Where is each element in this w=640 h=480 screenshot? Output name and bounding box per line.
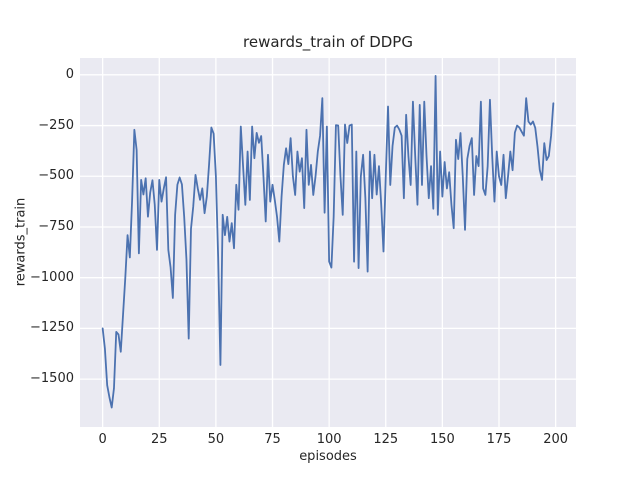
- x-axis-label: episodes: [299, 449, 357, 464]
- y-tick-label: −250: [38, 117, 74, 133]
- data-line: [101, 74, 555, 409]
- rewards-train-line-series: [101, 74, 555, 409]
- y-tick-label: −1000: [30, 269, 74, 285]
- x-tick-label: 200: [543, 432, 569, 447]
- gridlines: [80, 58, 576, 427]
- x-tick-label: 150: [429, 432, 455, 447]
- x-tick-label: 125: [373, 432, 399, 447]
- x-tick-label: 175: [486, 432, 512, 447]
- x-tick-label: 0: [98, 432, 107, 447]
- chart-title: rewards_train of DDPG: [243, 33, 413, 51]
- y-tick-label: −500: [38, 168, 74, 184]
- x-tick-label: 25: [150, 432, 168, 447]
- x-tick-label: 100: [316, 432, 342, 447]
- y-tick-label: 0: [65, 66, 74, 82]
- y-tick-label: −1500: [30, 371, 74, 387]
- x-tick-label: 75: [264, 432, 281, 447]
- y-tick-label: −1250: [30, 320, 74, 336]
- y-tick-label: −750: [38, 218, 74, 234]
- x-tick-label: 50: [207, 432, 225, 447]
